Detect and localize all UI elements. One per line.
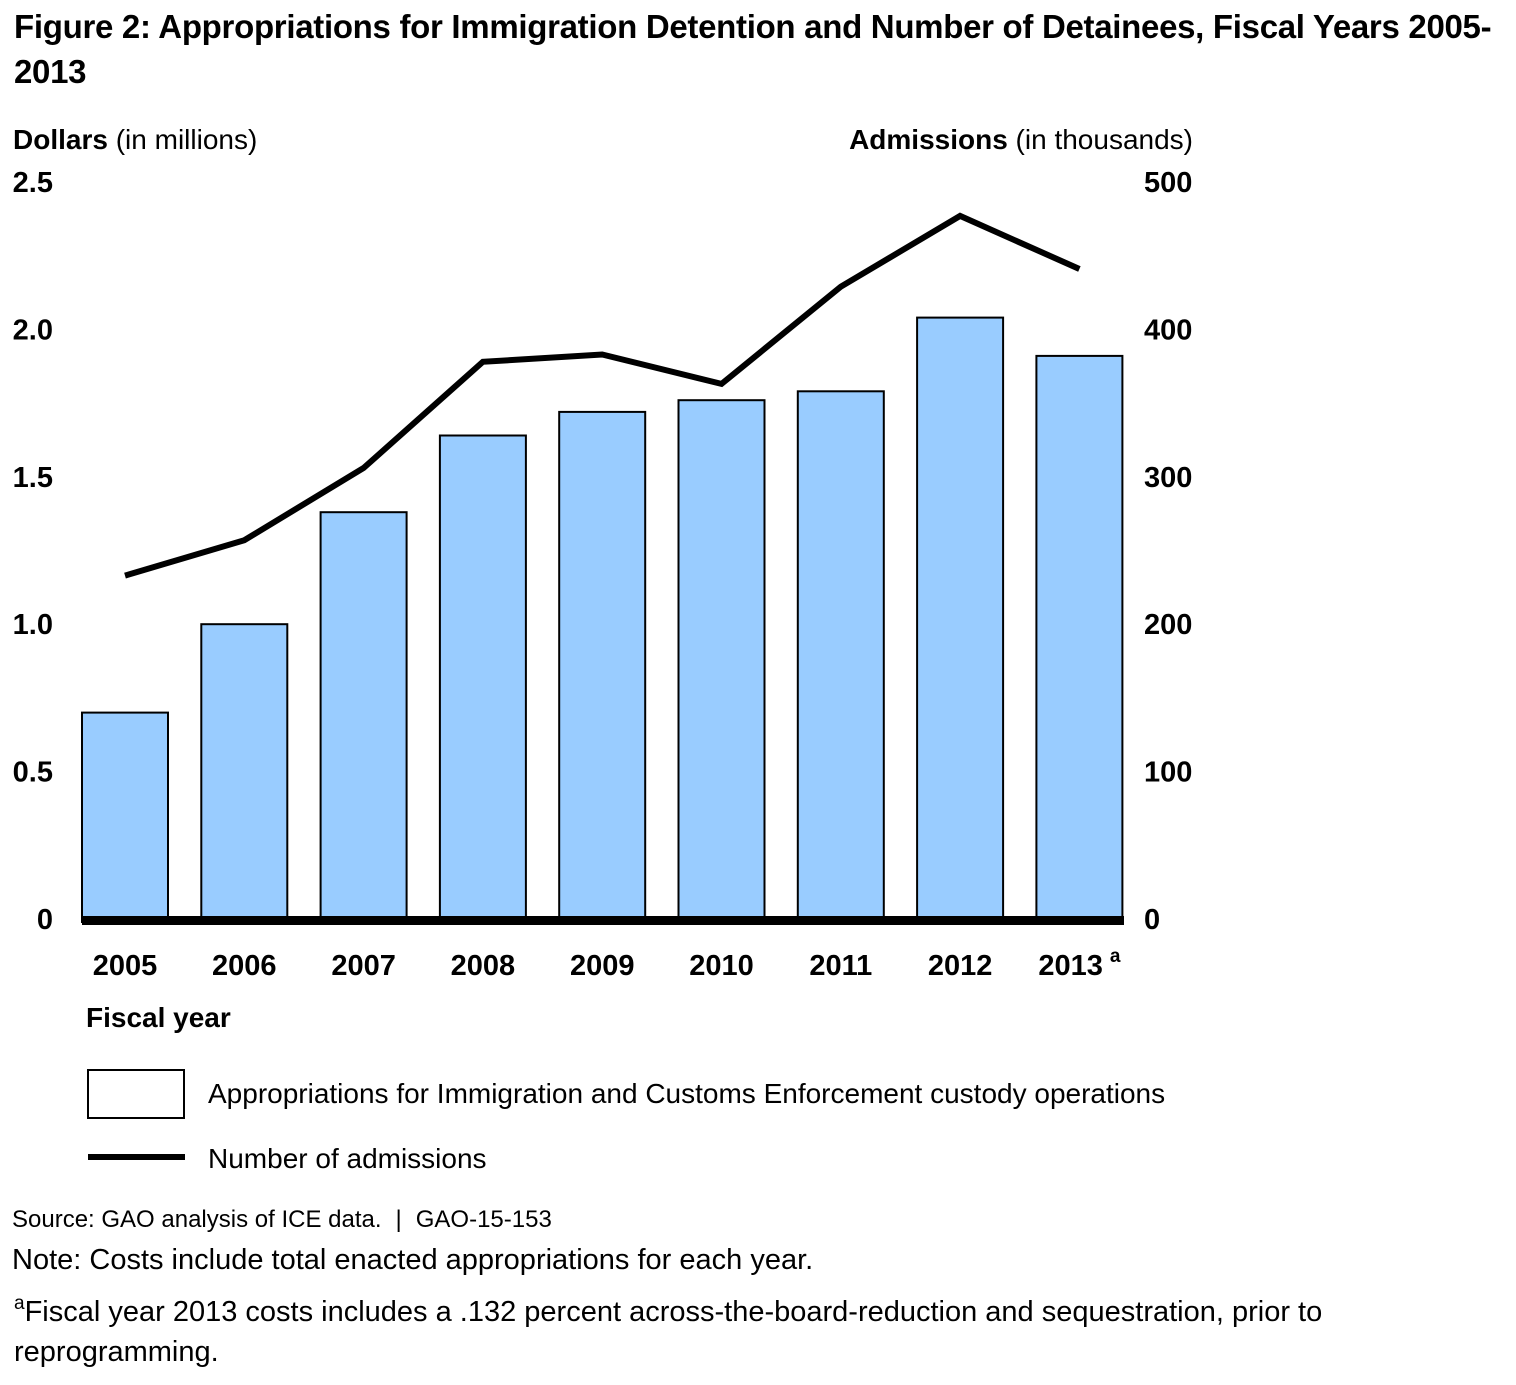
year-label-2007: 2007 bbox=[331, 950, 396, 982]
right-axis-tick-0: 0 bbox=[1144, 904, 1160, 936]
bar-2010 bbox=[677, 399, 766, 923]
right-axis-tick-200: 200 bbox=[1144, 609, 1192, 641]
right-axis-tick-300: 300 bbox=[1144, 462, 1192, 494]
year-label-2008: 2008 bbox=[451, 950, 516, 982]
legend-line-swatch bbox=[88, 1154, 185, 1160]
year-footnote-marker: a bbox=[1110, 946, 1121, 967]
year-label-2005: 2005 bbox=[93, 950, 158, 982]
bar-2008 bbox=[438, 434, 527, 923]
bar-2009 bbox=[558, 410, 647, 923]
year-label-2013: 2013 a bbox=[1038, 946, 1121, 982]
bar-2011 bbox=[796, 390, 885, 923]
left-axis-tick-0.5: 0.5 bbox=[13, 757, 53, 789]
left-axis-tick-1.0: 1.0 bbox=[13, 609, 53, 641]
admissions-line bbox=[124, 212, 1081, 579]
bar-2012 bbox=[916, 316, 1005, 924]
footnote-marker: a bbox=[14, 1293, 25, 1314]
right-axis-header: Admissions (in thousands) bbox=[0, 124, 1193, 155]
bar-2007 bbox=[319, 511, 408, 923]
left-axis-tick-2.5: 2.5 bbox=[13, 167, 53, 199]
year-label-2010: 2010 bbox=[689, 950, 754, 982]
right-axis-tick-400: 400 bbox=[1144, 314, 1192, 346]
right-axis-tick-100: 100 bbox=[1144, 757, 1192, 789]
legend-bar-swatch bbox=[87, 1069, 185, 1119]
figure-title: Figure 2: Appropriations for Immigration… bbox=[14, 8, 1492, 90]
right-axis-title: Admissions bbox=[849, 124, 1008, 155]
footnote: aFiscal year 2013 costs includes a .132 … bbox=[14, 1292, 1509, 1372]
left-axis-tick-1.5: 1.5 bbox=[13, 462, 53, 494]
left-axis-tick-0: 0 bbox=[37, 904, 53, 936]
source-text: Source: GAO analysis of ICE data. bbox=[12, 1206, 382, 1233]
source-separator: | bbox=[395, 1206, 402, 1233]
right-axis-tick-500: 500 bbox=[1144, 167, 1192, 199]
legend-line-label: Number of admissions bbox=[208, 1143, 487, 1174]
bar-2006 bbox=[200, 623, 289, 923]
left-axis-title: Dollars bbox=[13, 124, 108, 155]
year-label-2006: 2006 bbox=[212, 950, 277, 982]
year-label-2012: 2012 bbox=[928, 950, 993, 982]
bar-2013 bbox=[1035, 354, 1124, 923]
x-axis-baseline bbox=[82, 916, 1124, 925]
left-axis-unit: (in millions) bbox=[107, 124, 258, 155]
footnote-text: Fiscal year 2013 costs includes a .132 p… bbox=[14, 1296, 1323, 1368]
bar-2005 bbox=[81, 711, 169, 923]
year-label-2009: 2009 bbox=[570, 950, 635, 982]
source-line: Source: GAO analysis of ICE data. | GAO-15… bbox=[12, 1206, 552, 1234]
x-axis-label: Fiscal year bbox=[86, 1002, 231, 1033]
report-number: GAO-15-153 bbox=[415, 1206, 552, 1233]
year-label-2011: 2011 bbox=[809, 950, 872, 982]
left-axis-header: Dollars (in millions) bbox=[13, 124, 257, 155]
legend-bar-label: Appropriations for Immigration and Custo… bbox=[208, 1078, 1166, 1109]
note-text: Note: Costs include total enacted approp… bbox=[12, 1244, 814, 1276]
left-axis-tick-2.0: 2.0 bbox=[13, 314, 53, 346]
right-axis-unit: (in thousands) bbox=[1007, 124, 1193, 155]
